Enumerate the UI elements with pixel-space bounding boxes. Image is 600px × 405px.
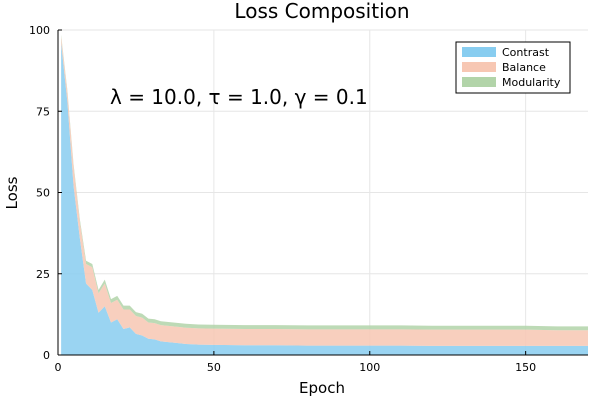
legend-label-modularity: Modularity: [502, 76, 561, 89]
parameter-annotation: λ = 10.0, τ = 1.0, γ = 0.1: [110, 85, 368, 109]
x-tick-label: 150: [515, 361, 536, 374]
x-tick-label: 100: [359, 361, 380, 374]
area-contrast: [61, 43, 588, 355]
x-tick-label: 0: [55, 361, 62, 374]
y-ticks: 0 25 50 75 100: [29, 24, 62, 362]
legend-swatch-contrast: [462, 47, 496, 57]
y-tick-label: 25: [36, 268, 50, 281]
y-tick-label: 50: [36, 187, 50, 200]
legend: Contrast Balance Modularity: [455, 41, 571, 94]
y-tick-label: 0: [43, 349, 50, 362]
legend-label-contrast: Contrast: [502, 46, 550, 59]
y-axis-label: Loss: [3, 176, 21, 209]
area-balance: [61, 36, 588, 346]
x-tick-label: 50: [207, 361, 221, 374]
legend-swatch-balance: [462, 62, 496, 72]
y-tick-label: 100: [29, 24, 50, 37]
area-modularity: [61, 34, 588, 331]
chart-title: Loss Composition: [234, 0, 409, 23]
x-axis-label: Epoch: [299, 379, 345, 397]
legend-swatch-modularity: [462, 77, 496, 87]
y-tick-label: 75: [36, 105, 50, 118]
stacked-areas: [61, 34, 588, 355]
x-ticks: 0 50 100 150: [55, 351, 536, 374]
legend-label-balance: Balance: [502, 61, 546, 74]
